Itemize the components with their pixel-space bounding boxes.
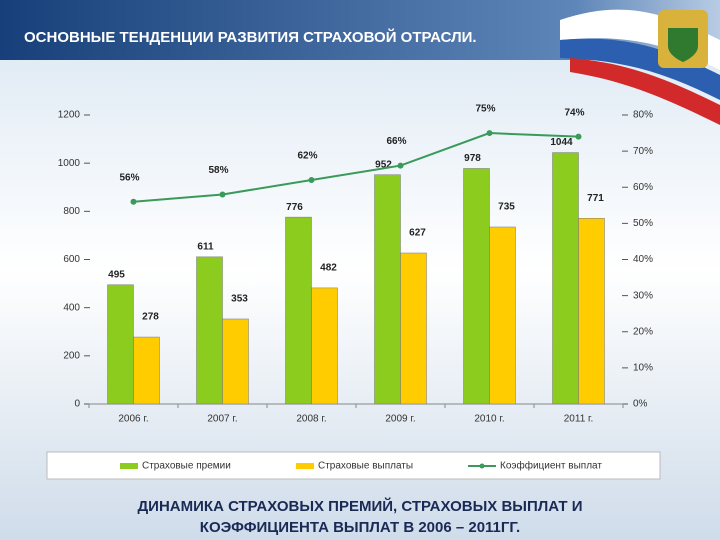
- y-tick-label: 1200: [58, 110, 81, 121]
- legend-swatch-point: [479, 463, 485, 469]
- bar-value-label: 353: [231, 294, 248, 305]
- y-tick-label: 0: [74, 399, 80, 410]
- bar-value-label: 1044: [550, 137, 573, 148]
- bar: [133, 336, 160, 405]
- legend-label: Страховые премии: [142, 461, 231, 472]
- bar-value-label: 771: [587, 193, 604, 204]
- y2-tick-label: 70%: [633, 146, 653, 157]
- flag-red: [570, 58, 720, 125]
- bar-value-label: 611: [197, 241, 214, 252]
- x-tick-label: 2009 г.: [385, 414, 415, 425]
- y-tick-label: 400: [63, 302, 80, 313]
- legend-swatch: [296, 463, 314, 469]
- y-tick-label: 1000: [58, 158, 81, 169]
- bar: [196, 256, 223, 405]
- flag-blue: [560, 38, 720, 100]
- y-tick-label: 600: [63, 254, 80, 265]
- y-tick-label: 800: [63, 206, 80, 217]
- bar-value-label: 627: [409, 228, 426, 239]
- x-tick-label: 2008 г.: [296, 414, 326, 425]
- line: [133, 132, 579, 203]
- bar-value-label: 735: [498, 202, 515, 213]
- bar: [285, 216, 312, 405]
- bar: [463, 168, 490, 405]
- line-point: [130, 198, 137, 205]
- emblem-shield: [668, 28, 698, 62]
- y2-tick-label: 60%: [633, 182, 653, 193]
- line-value-label: 75%: [475, 104, 495, 115]
- bar: [489, 226, 516, 405]
- line-point: [219, 191, 226, 198]
- bar-value-label: 978: [464, 153, 481, 164]
- y2-tick-label: 0%: [633, 399, 648, 410]
- legend-swatch: [120, 463, 138, 469]
- y2-tick-label: 30%: [633, 290, 653, 301]
- legend-label: Коэффициент выплат: [500, 460, 602, 472]
- slide-title: ОСНОВНЫЕ ТЕНДЕНЦИИ РАЗВИТИЯ СТРАХОВОЙ ОТ…: [24, 28, 477, 46]
- y2-tick-label: 80%: [633, 110, 653, 121]
- y2-tick-label: 40%: [633, 254, 653, 265]
- bar: [374, 174, 401, 405]
- y2-tick-label: 10%: [633, 363, 653, 374]
- x-tick-label: 2011 г.: [564, 414, 594, 425]
- legend: [46, 451, 661, 480]
- bar-value-label: 776: [286, 202, 303, 213]
- bar-value-label: 482: [320, 263, 337, 274]
- line-point: [575, 133, 582, 140]
- line-value-label: 62%: [297, 151, 317, 162]
- y2-tick-label: 50%: [633, 218, 653, 229]
- bar-value-label: 495: [108, 269, 125, 280]
- line-point: [308, 177, 315, 184]
- line-value-label: 66%: [386, 136, 406, 147]
- x-tick-label: 2010 г.: [474, 414, 504, 425]
- bar: [578, 218, 605, 405]
- bar-value-label: 278: [142, 312, 159, 323]
- line-value-label: 58%: [208, 165, 228, 176]
- line-point: [486, 130, 493, 137]
- bar: [400, 252, 427, 405]
- caption-line: ДИНАМИКА СТРАХОВЫХ ПРЕМИЙ, СТРАХОВЫХ ВЫП…: [138, 497, 583, 515]
- bar-value-label: 952: [375, 159, 392, 170]
- y-tick-label: 200: [63, 350, 80, 361]
- caption-line: КОЭФФИЦИЕНТА ВЫПЛАТ В 2006 – 2011ГГ.: [200, 519, 520, 536]
- bar: [107, 284, 134, 405]
- legend-label: Страховые выплаты: [318, 461, 413, 472]
- line-value-label: 74%: [564, 107, 584, 118]
- y2-tick-label: 20%: [633, 326, 653, 337]
- bar: [222, 318, 249, 405]
- x-tick-label: 2007 г.: [207, 414, 237, 425]
- line-value-label: 56%: [119, 172, 139, 183]
- x-tick-label: 2006 г.: [118, 414, 148, 425]
- bar: [552, 152, 579, 405]
- bar: [311, 287, 338, 405]
- line-point: [397, 162, 404, 169]
